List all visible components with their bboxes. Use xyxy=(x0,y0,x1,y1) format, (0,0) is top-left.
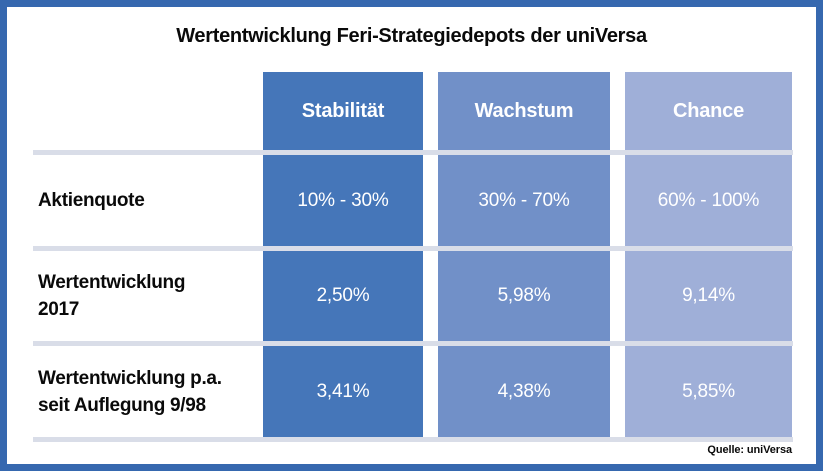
row-label-line: Wertentwicklung xyxy=(38,272,186,293)
column-header-wachstum: Wachstum xyxy=(438,72,610,150)
row-label-line: 2017 xyxy=(38,299,80,320)
cell-pa-stabilitaet: 3,41% xyxy=(263,346,423,437)
cell-2017-wachstum: 5,98% xyxy=(438,251,610,341)
cell-aktienquote-wachstum: 30% - 70% xyxy=(438,155,610,246)
row-label-line: seit Auflegung 9/98 xyxy=(38,394,206,416)
row-label-wertentwicklung-pa: Wertentwicklung p.a. seit Auflegung 9/98 xyxy=(38,346,253,437)
column-header-chance: Chance xyxy=(625,72,792,150)
cell-2017-chance: 9,14% xyxy=(625,251,792,341)
row-label-wertentwicklung-2017: Wertentwicklung 2017 xyxy=(38,251,253,341)
row-separator xyxy=(33,437,793,442)
column-header-stabilitaet: Stabilität xyxy=(263,72,423,150)
chart-title: Wertentwicklung Feri-Strategiedepots der… xyxy=(176,25,647,47)
row-separator xyxy=(33,246,793,251)
row-label-line: Aktienquote xyxy=(38,190,145,211)
cell-aktienquote-chance: 60% - 100% xyxy=(625,155,792,246)
cell-pa-chance: 5,85% xyxy=(625,346,792,437)
row-separator xyxy=(33,150,793,155)
cell-pa-wachstum: 4,38% xyxy=(438,346,610,437)
cell-2017-stabilitaet: 2,50% xyxy=(263,251,423,341)
row-separator xyxy=(33,341,793,346)
row-label-line: Wertentwicklung p.a. xyxy=(38,367,222,389)
row-label-aktienquote: Aktienquote xyxy=(38,155,253,246)
source-credit: Quelle: uniVersa xyxy=(707,444,792,456)
cell-aktienquote-stabilitaet: 10% - 30% xyxy=(263,155,423,246)
